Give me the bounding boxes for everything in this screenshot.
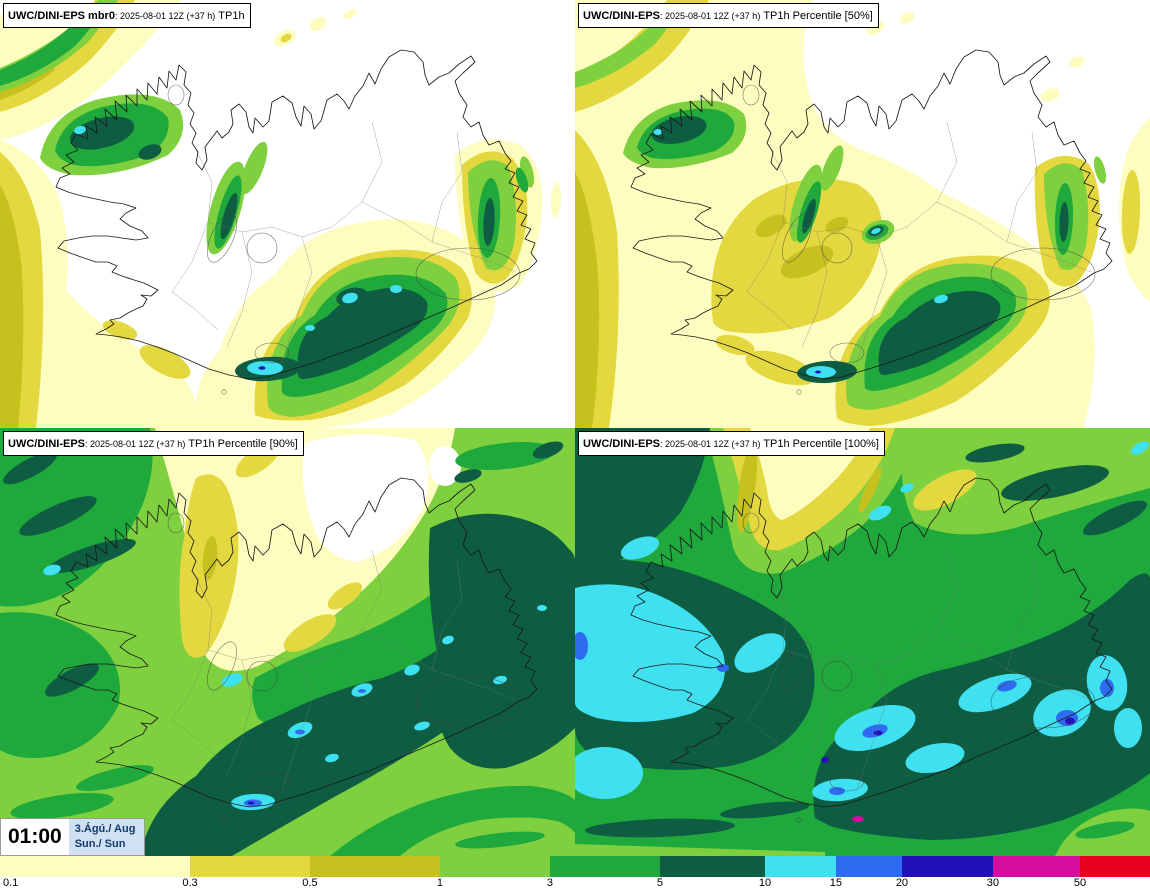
panel-model-name: UWC/DINI-EPS mbr0 (8, 10, 115, 22)
colorbar-tick-3: 3 (546, 877, 553, 889)
panel-percentile-100: UWC/DINI-EPS: 2025-08-01 12Z (+37 h) TP1h… (575, 428, 1150, 856)
colorbar-tick-15: 15 (829, 877, 843, 889)
panel-run-info: : 2025-08-01 12Z (+37 h) (660, 439, 761, 449)
panel-run-info: : 2025-08-01 12Z (+37 h) (660, 11, 761, 21)
precip-map-p50 (575, 0, 1150, 428)
panel-field-name: TP1h (218, 10, 245, 22)
colorbar-segment-50 (1079, 856, 1150, 877)
colorbar-segment-15 (835, 856, 902, 877)
precip-map-mbr0 (0, 0, 562, 428)
colorbar-tick-20: 20 (895, 877, 909, 889)
colorbar-tick-0.1: 0.1 (3, 877, 19, 889)
precip-field-p50 (575, 0, 1150, 428)
panel-percentile-50: UWC/DINI-EPS: 2025-08-01 12Z (+37 h) TP1h… (575, 0, 1150, 428)
colorbar-tick-0.5: 0.5 (302, 877, 318, 889)
colorbar-tick-10: 10 (758, 877, 772, 889)
colorbar-gradient (0, 856, 1150, 877)
colorbar-tick-5: 5 (656, 877, 664, 889)
panel-run-info: : 2025-08-01 12Z (+37 h) (85, 439, 186, 449)
colorbar-segment-30 (992, 856, 1080, 877)
panel-title: UWC/DINI-EPS: 2025-08-01 12Z (+37 h) TP1h… (3, 431, 304, 456)
valid-time-badge: 01:00 3.Ágú./ Aug Sun./ Sun (0, 818, 146, 856)
panel-percentile-90: UWC/DINI-EPS: 2025-08-01 12Z (+37 h) TP1h… (0, 428, 575, 856)
panel-field-name: TP1h Percentile [100%] (763, 438, 879, 450)
valid-date-line1: 3.Ágú./ Aug (74, 823, 136, 836)
panel-model-name: UWC/DINI-EPS (8, 438, 85, 450)
panel-field-name: TP1h Percentile [90%] (188, 438, 298, 450)
precip-field-p100 (575, 428, 1150, 856)
panel-member-mbr0: UWC/DINI-EPS mbr0: 2025-08-01 12Z (+37 h… (0, 0, 575, 428)
colorbar-segment-1 (439, 856, 550, 877)
colorbar-tick-30: 30 (986, 877, 1000, 889)
panel-run-info: : 2025-08-01 12Z (+37 h) (114, 11, 216, 21)
panel-title: UWC/DINI-EPS: 2025-08-01 12Z (+37 h) TP1h… (578, 431, 885, 456)
precip-map-p90 (0, 428, 575, 856)
colorbar-tick-1: 1 (436, 877, 443, 889)
colorbar-segment-3 (549, 856, 660, 877)
valid-date: 3.Ágú./ Aug Sun./ Sun (68, 819, 145, 855)
colorbar-labels: 0.1 0.3 0.5 1 3 5 10 15 20 30 50 (0, 877, 1150, 891)
colorbar-segment-10 (764, 856, 836, 877)
colorbar-segment-0.3 (189, 856, 310, 877)
colorbar: 0.1 0.3 0.5 1 3 5 10 15 20 30 50 (0, 856, 1150, 891)
valid-time: 01:00 (8, 825, 62, 849)
forecast-panel-grid: UWC/DINI-EPS mbr0: 2025-08-01 12Z (+37 h… (0, 0, 1150, 856)
colorbar-segment-20 (901, 856, 993, 877)
colorbar-tick-50: 50 (1073, 877, 1087, 889)
panel-model-name: UWC/DINI-EPS (583, 10, 660, 22)
colorbar-segment-0.1 (0, 856, 190, 877)
colorbar-tick-0.3: 0.3 (182, 877, 198, 889)
precip-map-p100 (575, 428, 1150, 856)
precip-field-mbr0 (0, 0, 562, 428)
colorbar-segment-5 (659, 856, 765, 877)
panel-model-name: UWC/DINI-EPS (583, 438, 660, 450)
panel-title: UWC/DINI-EPS: 2025-08-01 12Z (+37 h) TP1h… (578, 3, 879, 28)
valid-date-line2: Sun./ Sun (74, 838, 126, 851)
panel-field-name: TP1h Percentile [50%] (763, 10, 873, 22)
panel-title: UWC/DINI-EPS mbr0: 2025-08-01 12Z (+37 h… (3, 3, 251, 28)
precip-field-p90 (0, 428, 575, 856)
colorbar-segment-0.5 (309, 856, 440, 877)
